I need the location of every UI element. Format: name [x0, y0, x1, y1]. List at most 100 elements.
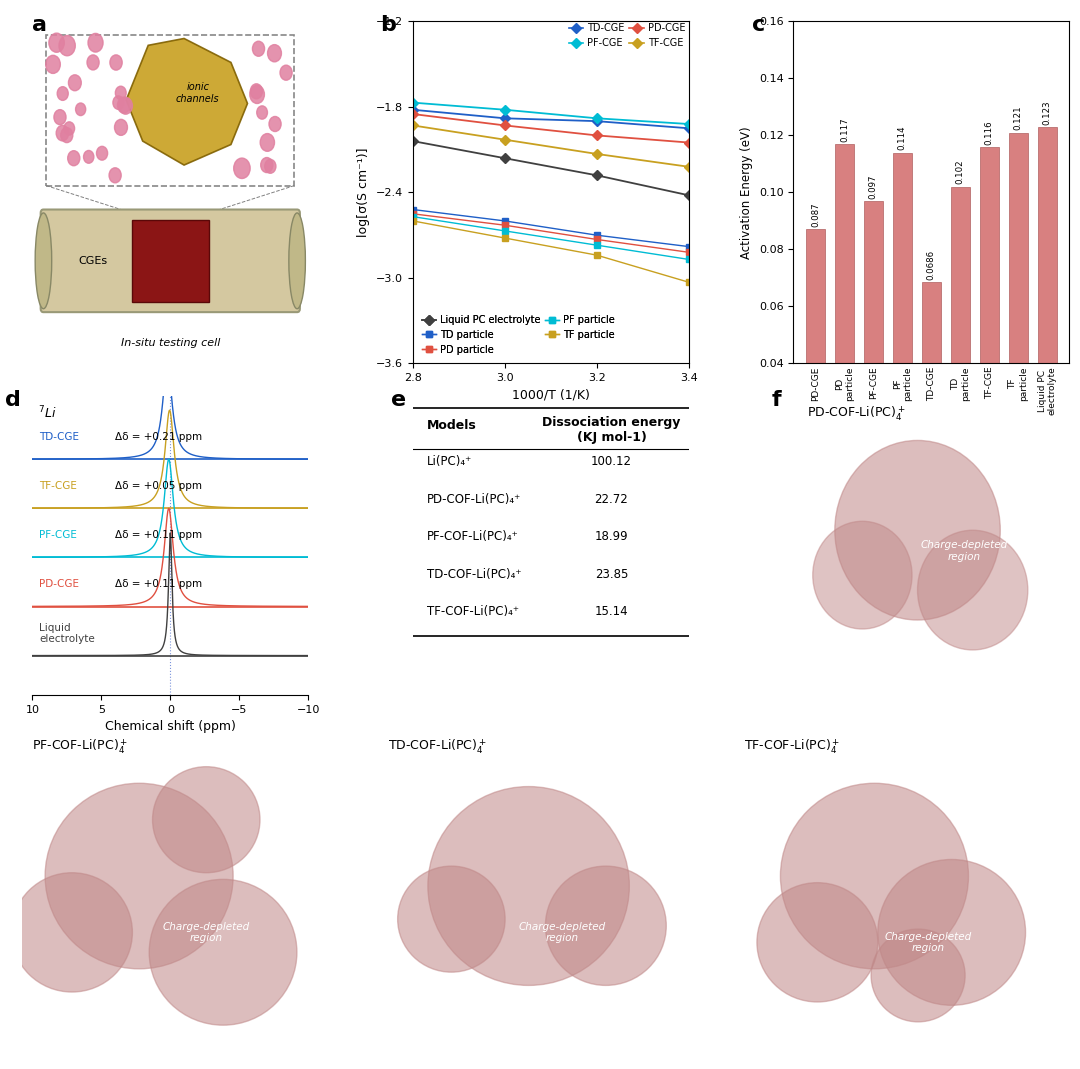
Text: 0.117: 0.117 — [840, 117, 849, 142]
Text: TD-CGE: TD-CGE — [39, 432, 79, 443]
Circle shape — [68, 75, 81, 91]
Circle shape — [49, 33, 65, 52]
Text: 0.123: 0.123 — [1043, 99, 1052, 125]
Text: Dissociation energy
(KJ mol-1): Dissociation energy (KJ mol-1) — [542, 417, 680, 445]
Text: d: d — [4, 389, 21, 409]
Circle shape — [781, 784, 969, 969]
Circle shape — [54, 110, 66, 125]
Text: PF-CGE: PF-CGE — [39, 530, 77, 540]
Bar — [893, 153, 912, 478]
Circle shape — [251, 83, 262, 98]
Text: 0.121: 0.121 — [1014, 106, 1023, 130]
Circle shape — [118, 97, 131, 113]
Text: 22.72: 22.72 — [595, 493, 629, 506]
Circle shape — [397, 866, 505, 972]
Text: Charge-depleted
region: Charge-depleted region — [921, 540, 1008, 562]
Circle shape — [114, 120, 127, 136]
FancyBboxPatch shape — [41, 210, 300, 312]
Text: Δδ = +0.11 ppm: Δδ = +0.11 ppm — [116, 579, 202, 589]
Circle shape — [109, 168, 121, 183]
Text: 15.14: 15.14 — [595, 605, 629, 618]
Circle shape — [257, 106, 268, 119]
Circle shape — [56, 125, 69, 141]
Text: CGEs: CGEs — [79, 255, 108, 266]
Circle shape — [268, 45, 282, 62]
Text: 18.99: 18.99 — [595, 530, 629, 543]
Circle shape — [545, 866, 666, 986]
Bar — [132, 220, 208, 301]
Text: PD-CGE: PD-CGE — [39, 579, 79, 589]
Text: TF-COF-Li(PC)₄⁺: TF-COF-Li(PC)₄⁺ — [427, 605, 518, 618]
Bar — [806, 230, 825, 478]
Polygon shape — [126, 38, 247, 165]
Text: Δδ = +0.05 ppm: Δδ = +0.05 ppm — [116, 481, 202, 492]
Circle shape — [253, 42, 265, 57]
Circle shape — [45, 56, 60, 74]
Circle shape — [265, 159, 275, 173]
Text: a: a — [32, 15, 48, 34]
Text: $^7$Li: $^7$Li — [38, 404, 56, 421]
Ellipse shape — [288, 213, 306, 309]
Text: c: c — [752, 15, 766, 34]
Circle shape — [76, 103, 85, 115]
Circle shape — [428, 787, 630, 986]
Circle shape — [113, 96, 124, 109]
Circle shape — [59, 35, 76, 56]
Circle shape — [280, 65, 293, 80]
Text: 0.116: 0.116 — [985, 120, 994, 144]
Text: 23.85: 23.85 — [595, 568, 629, 580]
Circle shape — [149, 880, 297, 1025]
Y-axis label: Activation Energy (eV): Activation Energy (eV) — [741, 126, 754, 259]
Circle shape — [269, 117, 281, 131]
Circle shape — [119, 97, 133, 114]
Circle shape — [57, 87, 68, 100]
Circle shape — [260, 134, 274, 152]
Text: Charge-depleted
region: Charge-depleted region — [163, 921, 249, 943]
Text: 100.12: 100.12 — [591, 455, 632, 468]
Bar — [980, 146, 999, 478]
FancyBboxPatch shape — [46, 35, 295, 186]
Circle shape — [233, 158, 251, 179]
Text: PF-COF-Li(PC)$_4^+$: PF-COF-Li(PC)$_4^+$ — [31, 737, 127, 756]
Circle shape — [918, 530, 1028, 650]
Circle shape — [68, 151, 80, 166]
Text: 0.097: 0.097 — [869, 174, 878, 199]
Text: In-situ testing cell: In-situ testing cell — [121, 338, 220, 347]
Text: TD-COF-Li(PC)₄⁺: TD-COF-Li(PC)₄⁺ — [427, 568, 522, 580]
Text: ionic
channels: ionic channels — [176, 82, 219, 104]
Circle shape — [116, 87, 126, 99]
Text: PD-COF-Li(PC)$_4^+$: PD-COF-Li(PC)$_4^+$ — [807, 404, 906, 423]
Text: Liquid
electrolyte: Liquid electrolyte — [39, 623, 95, 645]
Circle shape — [60, 127, 72, 142]
Ellipse shape — [36, 213, 52, 309]
Circle shape — [152, 766, 260, 872]
X-axis label: Chemical shift (ppm): Chemical shift (ppm) — [105, 721, 235, 733]
Text: 0.087: 0.087 — [811, 202, 820, 228]
Text: TF-COF-Li(PC)$_4^+$: TF-COF-Li(PC)$_4^+$ — [743, 737, 840, 756]
Text: Δδ = +0.21 ppm: Δδ = +0.21 ppm — [116, 432, 202, 443]
Text: PD-COF-Li(PC)₄⁺: PD-COF-Li(PC)₄⁺ — [427, 493, 521, 506]
Circle shape — [87, 33, 103, 52]
Bar — [864, 201, 882, 478]
Bar — [922, 282, 941, 478]
Circle shape — [45, 784, 233, 969]
Circle shape — [12, 872, 133, 992]
Circle shape — [878, 859, 1026, 1005]
Circle shape — [757, 883, 878, 1002]
Y-axis label: log[σ(S cm⁻¹)]: log[σ(S cm⁻¹)] — [357, 148, 370, 237]
Text: f: f — [771, 389, 781, 409]
Circle shape — [83, 151, 94, 164]
Text: 0.0686: 0.0686 — [927, 249, 936, 280]
Circle shape — [96, 146, 108, 160]
Bar — [1009, 133, 1028, 478]
Text: Li(PC)₄⁺: Li(PC)₄⁺ — [427, 455, 472, 468]
Legend: Liquid PC electrolyte, TD particle, PD particle, PF particle, TF particle: Liquid PC electrolyte, TD particle, PD p… — [418, 311, 619, 358]
Bar — [950, 187, 970, 478]
Text: Models: Models — [427, 419, 476, 433]
Text: 0.114: 0.114 — [897, 125, 907, 151]
Circle shape — [872, 929, 966, 1022]
X-axis label: 1000/T (1/K): 1000/T (1/K) — [512, 389, 590, 402]
Text: TF-CGE: TF-CGE — [39, 481, 77, 492]
Text: TD-COF-Li(PC)$_4^+$: TD-COF-Li(PC)$_4^+$ — [388, 737, 486, 756]
Circle shape — [835, 440, 1000, 620]
